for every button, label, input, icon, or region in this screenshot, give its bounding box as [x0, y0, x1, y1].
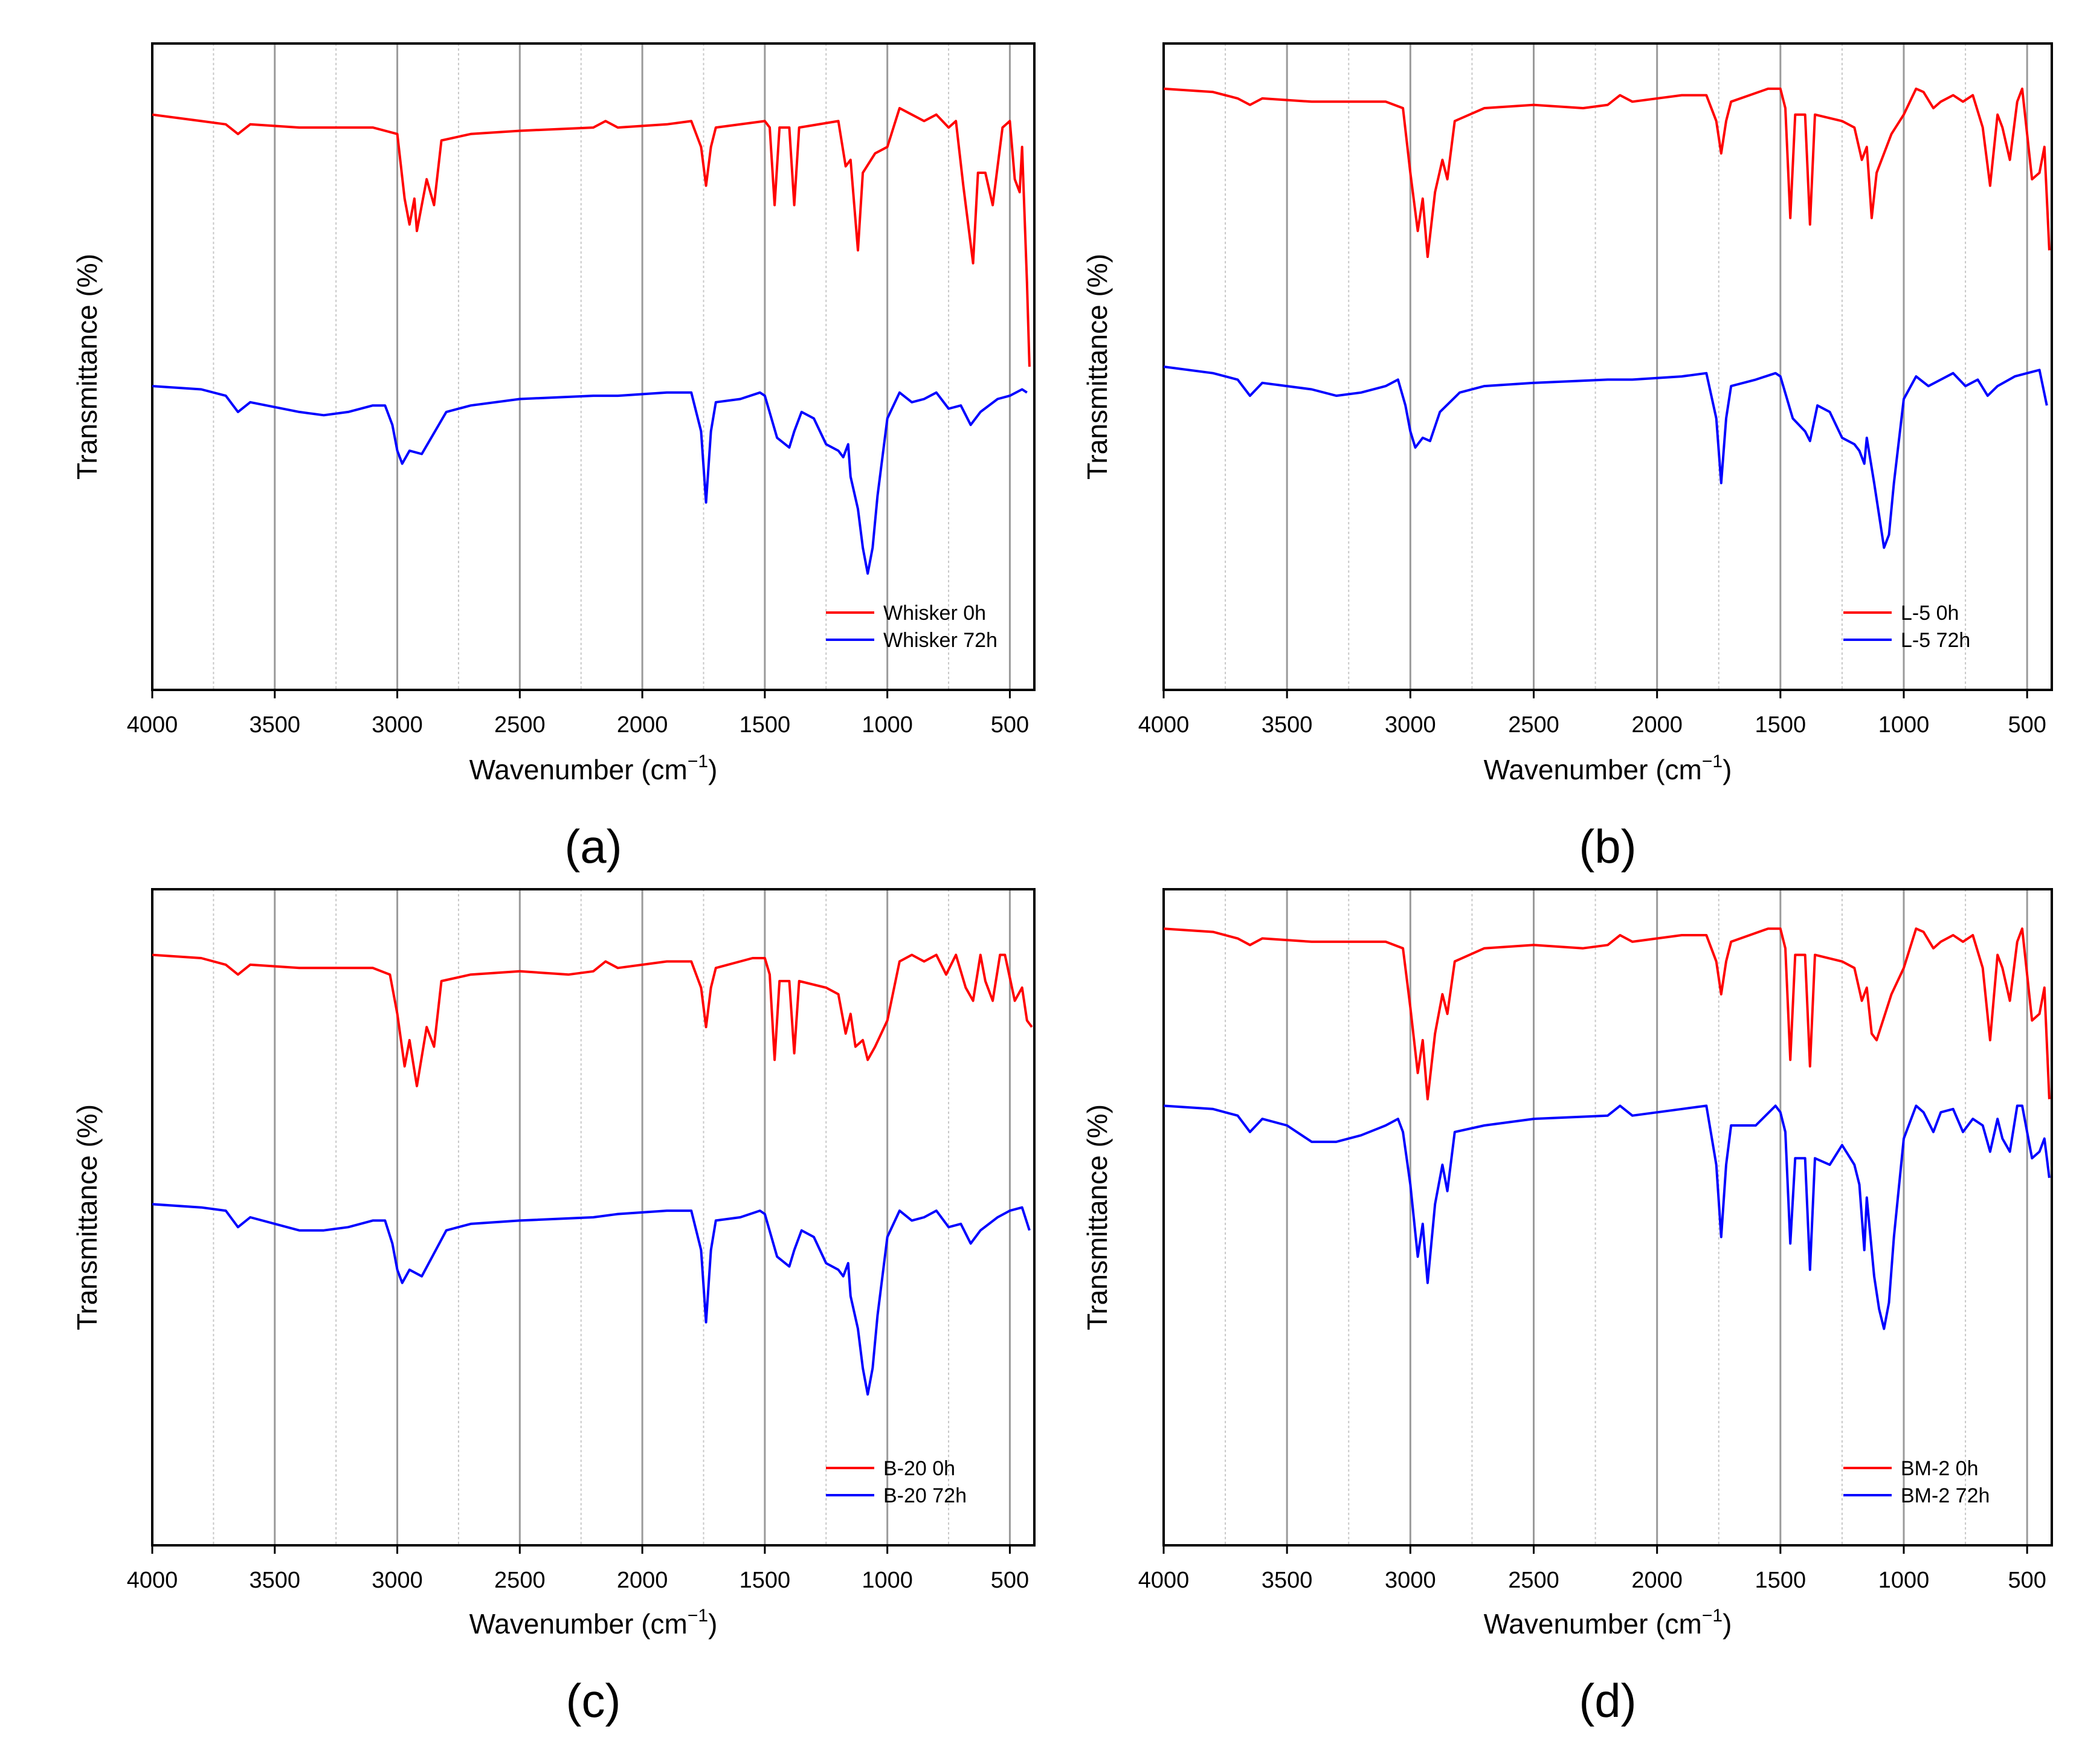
x-tick-label: 500 — [2008, 1568, 2046, 1593]
x-tick-label: 1500 — [740, 1568, 791, 1593]
legend-label: BM-2 0h — [1901, 1457, 1979, 1480]
x-tick-label: 2500 — [494, 712, 546, 738]
panel-3: 4000 3500 3000 2500 2000 1500 1000 500 BM-2 0h BM… — [1081, 888, 2053, 1727]
x-tick-label: 1500 — [1755, 712, 1806, 738]
legend-label: L-5 72h — [1901, 629, 1970, 652]
x-tick-label: 3000 — [1385, 1568, 1436, 1593]
x-tick-label: 1000 — [1878, 1568, 1930, 1593]
x-tick-label: 3000 — [372, 712, 423, 738]
x-tick-label: 1000 — [1878, 712, 1930, 738]
x-tick-label: 2000 — [1631, 712, 1683, 738]
panel-label: (b) — [1579, 820, 1636, 873]
x-tick-label: 1500 — [740, 712, 791, 738]
x-axis-label: Wavenumber (cm−1) — [469, 752, 718, 785]
panel-2: 4000 3500 3000 2500 2000 1500 1000 500 B-20 0h B-… — [71, 888, 1036, 1727]
plot-frame — [1162, 42, 2053, 691]
x-axis-label: Wavenumber (cm−1) — [469, 1606, 718, 1640]
x-tick-label: 4000 — [1138, 712, 1190, 738]
series-line-l-5-0h — [1163, 87, 2051, 259]
x-tick-label: 500 — [991, 1568, 1029, 1593]
plot-frame — [1162, 888, 2053, 1547]
panel-0: 4000 3500 3000 2500 2000 1500 1000 500 Whisker 0… — [71, 42, 1036, 873]
series-line-whisker-72h — [152, 385, 1028, 575]
x-tick-label: 2500 — [1508, 1568, 1559, 1593]
x-tick-label: 1000 — [862, 1568, 913, 1593]
legend-label: L-5 0h — [1901, 602, 1959, 625]
x-tick-label: 1500 — [1755, 1568, 1806, 1593]
panel-label: (d) — [1579, 1674, 1636, 1727]
x-tick-label: 3500 — [1262, 1568, 1313, 1593]
x-tick-label: 500 — [991, 712, 1029, 738]
x-tick-label: 4000 — [127, 1568, 178, 1593]
x-tick-label: 2500 — [494, 1568, 546, 1593]
x-tick-label: 4000 — [1138, 1568, 1190, 1593]
y-axis-label: Transmittance (%) — [1081, 1104, 1113, 1330]
x-tick-label: 3500 — [1262, 712, 1313, 738]
plot-frame — [151, 42, 1036, 691]
legend-label: BM-2 72h — [1901, 1484, 1990, 1507]
legend-label: B-20 0h — [883, 1457, 955, 1480]
series-line-bm-2-0h — [1163, 927, 2051, 1101]
x-tick-label: 3000 — [372, 1568, 423, 1593]
legend-label: B-20 72h — [883, 1484, 967, 1507]
x-tick-label: 500 — [2008, 712, 2046, 738]
legend-label: Whisker 0h — [883, 602, 986, 625]
y-axis-label: Transmittance (%) — [71, 1104, 103, 1330]
x-tick-label: 3000 — [1385, 712, 1436, 738]
series-line-l-5-72h — [1163, 365, 2048, 549]
x-axis-label: Wavenumber (cm−1) — [1484, 1606, 1732, 1640]
x-tick-label: 2000 — [617, 1568, 668, 1593]
series-line-b-20-72h — [152, 1203, 1031, 1396]
x-axis-label: Wavenumber (cm−1) — [1484, 752, 1732, 785]
x-tick-label: 2500 — [1508, 712, 1559, 738]
panel-label: (c) — [566, 1674, 621, 1727]
plot-frame — [151, 888, 1036, 1547]
series-line-whisker-0h — [152, 107, 1031, 367]
series-line-b-20-0h — [152, 953, 1033, 1087]
y-axis-label: Transmittance (%) — [1081, 254, 1113, 480]
x-tick-label: 3500 — [250, 712, 301, 738]
x-tick-label: 2000 — [1631, 1568, 1683, 1593]
legend-label: Whisker 72h — [883, 629, 997, 652]
x-tick-label: 1000 — [862, 712, 913, 738]
y-axis-label: Transmittance (%) — [71, 254, 103, 480]
x-tick-label: 2000 — [617, 712, 668, 738]
x-tick-label: 3500 — [250, 1568, 301, 1593]
panel-label: (a) — [564, 820, 622, 873]
panel-1: 4000 3500 3000 2500 2000 1500 1000 500 L-5 0h L-5… — [1081, 42, 2053, 873]
series-line-bm-2-72h — [1163, 1104, 2051, 1330]
x-tick-label: 4000 — [127, 712, 178, 738]
